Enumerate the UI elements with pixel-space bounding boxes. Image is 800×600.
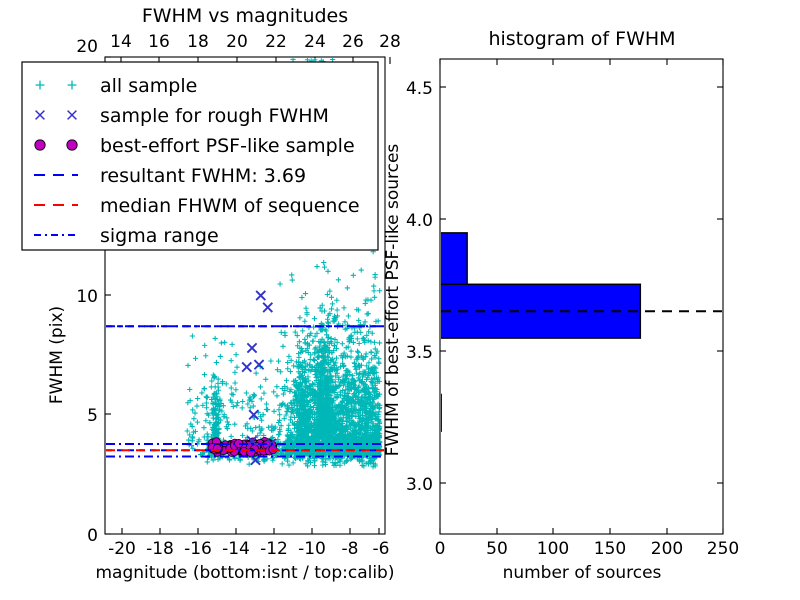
- right-panel-title: histogram of FWHM: [488, 28, 675, 50]
- legend-label: median FHWM of sequence: [100, 195, 360, 217]
- bottom-tick-label: -8: [342, 539, 359, 559]
- legend-entry[interactable]: resultant FWHM: 3.69: [34, 165, 306, 187]
- bottom-tick-label: -14: [222, 539, 250, 559]
- bottom-tick-label: -12: [260, 539, 288, 559]
- right-panel-y-tick-labels: 4.5 4.0 3.5 3.0: [406, 79, 433, 495]
- legend-label: resultant FWHM: 3.69: [100, 165, 306, 187]
- histogram-bar: [441, 232, 468, 285]
- top-tick-label: 26: [342, 32, 364, 52]
- x-tick-label: 250: [707, 539, 739, 559]
- x-tick-label: 200: [651, 539, 683, 559]
- left-panel-y-tick-labels: 0 5 10 20: [76, 37, 98, 546]
- right-panel-x-ticks: [439, 59, 724, 534]
- legend-box: [21, 61, 379, 251]
- plus-marker: [67, 80, 77, 90]
- y-tick-label: 20: [76, 37, 98, 57]
- top-tick-label: 16: [148, 32, 170, 52]
- left-panel-top-tick-labels: 14 16 18 20 22 24 26 28: [110, 32, 401, 52]
- right-panel-frame: [439, 58, 724, 535]
- top-tick-label: 22: [265, 32, 287, 52]
- top-tick-label: 28: [379, 32, 401, 52]
- right-panel-xlabel: number of sources: [503, 563, 662, 583]
- left-panel-data: [106, 58, 384, 470]
- series-sample-for-rough-fwhm: [241, 290, 277, 466]
- legend-label: all sample: [100, 75, 197, 97]
- bottom-tick-label: -18: [146, 539, 174, 559]
- y-tick-label: 0: [87, 526, 98, 546]
- legend-entry[interactable]: sigma range: [34, 225, 219, 247]
- bottom-tick-label: -16: [184, 539, 212, 559]
- cross-marker: [67, 110, 77, 120]
- bottom-tick-label: -20: [108, 539, 136, 559]
- histogram-bars: [441, 232, 642, 432]
- legend-label: sigma range: [100, 225, 219, 247]
- legend-entry[interactable]: median FHWM of sequence: [34, 195, 360, 217]
- left-panel-bottom-tick-labels: -20 -18 -16 -14 -12 -10 -8 -6: [108, 539, 389, 559]
- legend-entry[interactable]: all sample: [35, 75, 198, 97]
- x-tick-label: 100: [537, 539, 569, 559]
- left-panel: FWHM vs magnitudes 14 16 18 20 22 24 26 …: [47, 5, 401, 583]
- bottom-tick-label: -6: [373, 539, 390, 559]
- legend-label: best-effort PSF-like sample: [100, 135, 355, 157]
- left-panel-bottom-ticks: [121, 528, 380, 534]
- right-panel-data: [441, 232, 722, 432]
- histogram-bar: [441, 283, 642, 339]
- right-panel-x-tick-labels: 0 50 100 150 200 250: [435, 539, 740, 559]
- y-tick-label: 4.0: [406, 211, 433, 231]
- y-tick-label: 4.5: [406, 79, 433, 99]
- legend-label: sample for rough FWHM: [100, 105, 329, 127]
- left-panel-ylabel: FWHM (pix): [47, 306, 67, 404]
- left-panel-y-ticks: [105, 56, 111, 535]
- bottom-tick-label: -10: [298, 539, 326, 559]
- legend: all sample sample for rough FWHM best-effo…: [21, 61, 379, 251]
- circle-marker: [66, 139, 78, 151]
- right-panel-ylabel: FWHM of best-effort PSF-like sources: [383, 144, 403, 457]
- top-tick-label: 18: [187, 32, 209, 52]
- circle-marker: [34, 139, 46, 151]
- legend-entries: all sample sample for rough FWHM best-effo…: [34, 75, 360, 247]
- y-tick-label: 5: [87, 406, 98, 426]
- top-tick-label: 14: [110, 32, 132, 52]
- left-panel-xlabel: magnitude (bottom:isnt / top:calib): [96, 563, 395, 583]
- histogram-bar: [441, 393, 442, 432]
- y-tick-label: 3.0: [406, 475, 433, 495]
- left-panel-title: FWHM vs magnitudes: [142, 5, 348, 27]
- y-tick-label: 3.5: [406, 343, 433, 363]
- x-tick-label: 0: [435, 539, 446, 559]
- x-tick-label: 50: [486, 539, 508, 559]
- legend-entry[interactable]: best-effort PSF-like sample: [34, 135, 355, 157]
- right-panel: histogram of FWHM 4.5 4.0 3.5 3.0: [383, 28, 739, 583]
- legend-entry[interactable]: sample for rough FWHM: [35, 105, 329, 127]
- y-tick-label: 10: [76, 287, 98, 307]
- top-tick-label: 20: [226, 32, 248, 52]
- x-tick-label: 150: [594, 539, 626, 559]
- right-panel-y-ticks: [440, 86, 723, 484]
- top-tick-label: 24: [304, 32, 326, 52]
